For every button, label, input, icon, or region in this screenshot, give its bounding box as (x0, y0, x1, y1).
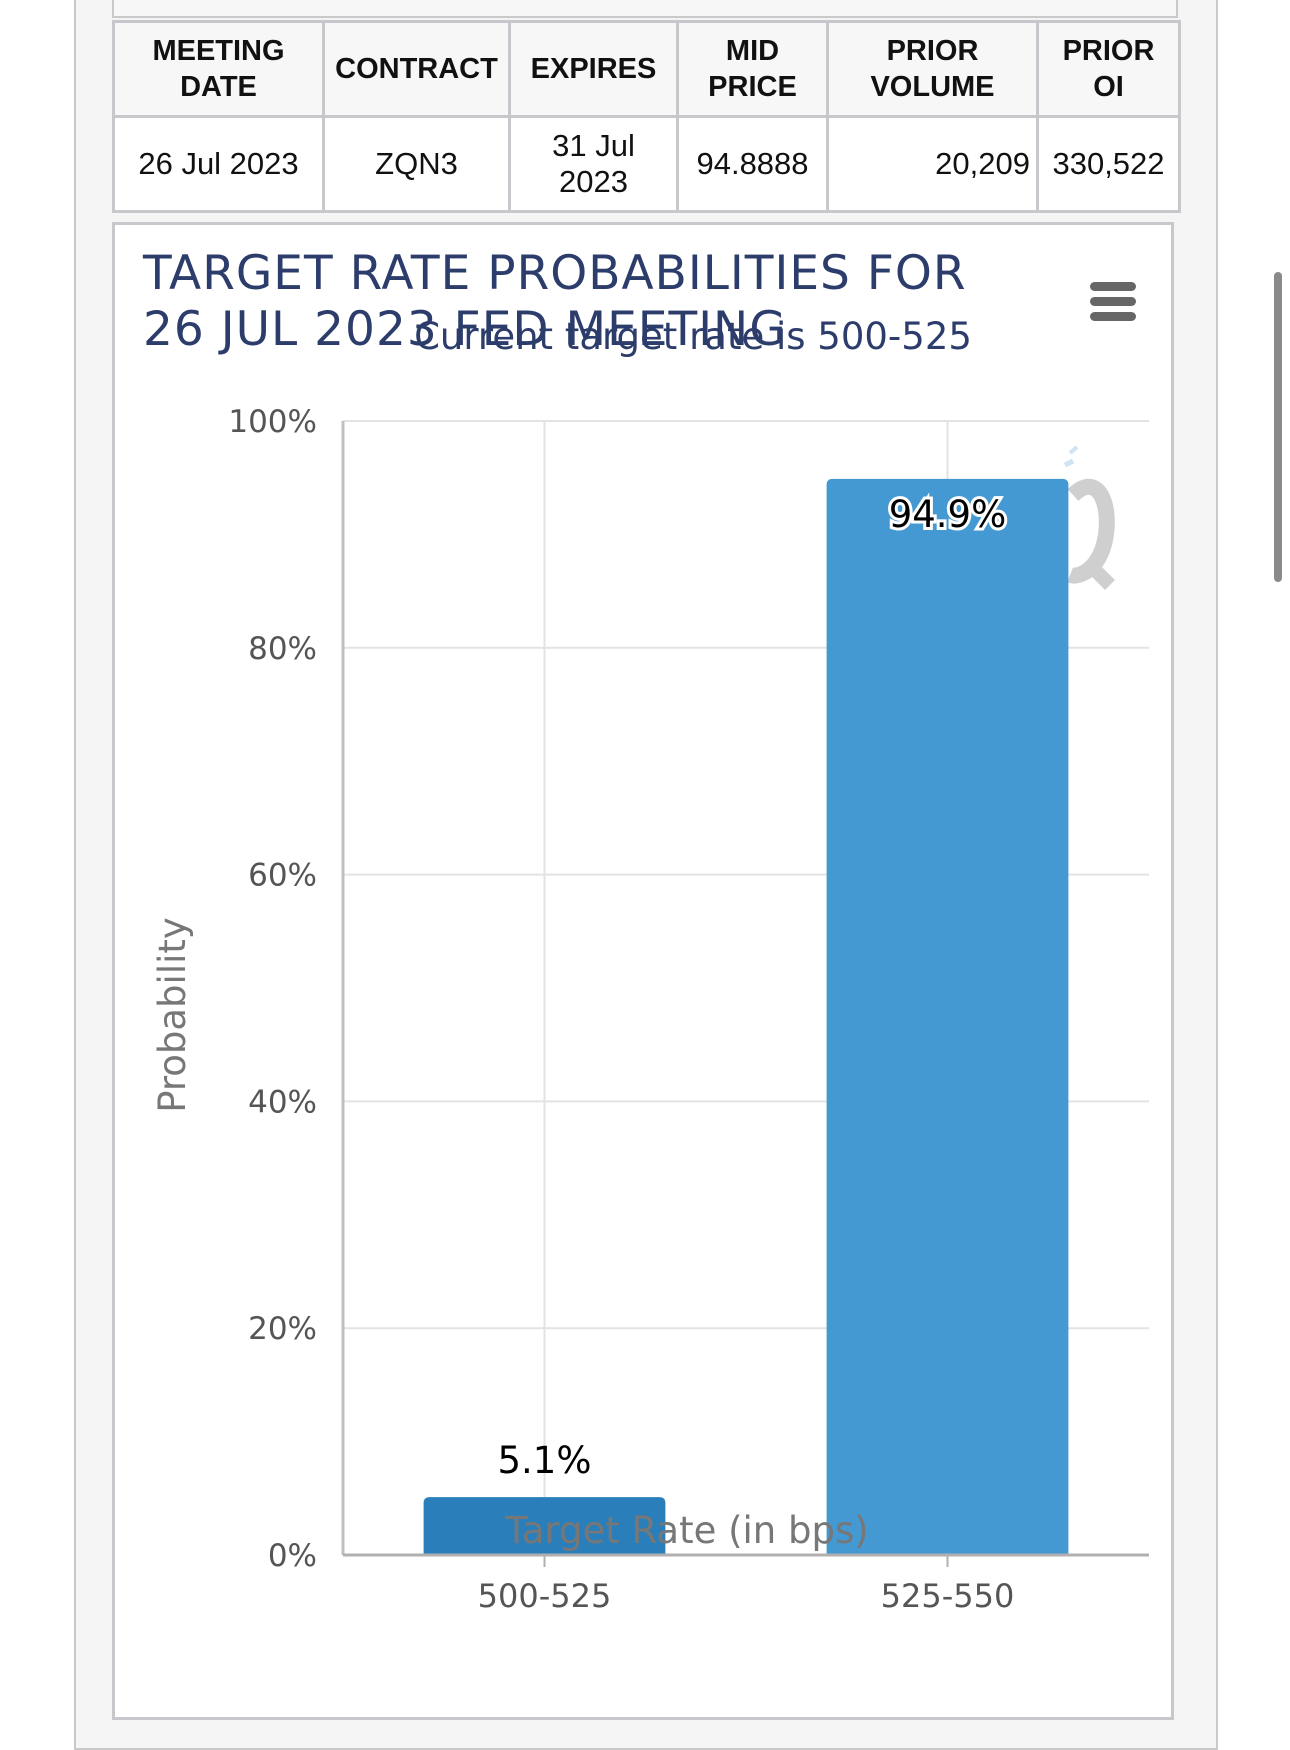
chart-panel: TARGET RATE PROBABILITIES FOR 26 JUL 202… (112, 222, 1174, 1720)
chart-axes (341, 421, 1149, 1567)
x-axis-title: Target Rate (in bps) (504, 1509, 868, 1552)
header-prior-volume: PRIOR VOLUME (826, 20, 1039, 118)
chart-title-line-1: TARGET RATE PROBABILITIES FOR (142, 246, 967, 301)
cell-contract: ZQN3 (322, 115, 511, 213)
hamburger-menu-icon[interactable] (1086, 277, 1138, 327)
header-prior-oi: PRIOR OI (1036, 20, 1181, 118)
cell-prior-volume: 20,209 (826, 115, 1039, 213)
y-tick-label: 0% (268, 1538, 317, 1574)
table-row: 26 Jul 2023 ZQN3 31 Jul 2023 94.8888 20,2… (112, 115, 1181, 213)
previous-table-edge (112, 0, 1178, 18)
header-mid-price: MID PRICE (676, 20, 829, 118)
data-label: 5.1% (498, 1439, 592, 1482)
y-axis-title: Probability (151, 917, 194, 1113)
bar-525-550[interactable] (826, 478, 1069, 1555)
scrollbar-thumb[interactable] (1274, 272, 1282, 582)
table-header-row: MEETING DATE CONTRACT EXPIRES MID PRICE PR… (112, 20, 1181, 118)
y-tick-label: 40% (248, 1084, 317, 1120)
chart-bars (423, 478, 1069, 1555)
chart-subtitle: Current target rate is 500-525 (414, 315, 972, 358)
header-expires: EXPIRES (508, 20, 679, 118)
cell-mid-price: 94.8888 (676, 115, 829, 213)
y-tick-label: 60% (248, 858, 317, 894)
watermark-logo (1063, 445, 1115, 590)
chart-title-line-2: 26 JUL 2023 FED MEETING (143, 302, 787, 357)
cell-expires: 31 Jul 2023 (508, 115, 679, 213)
probability-chart: TARGET RATE PROBABILITIES FOR 26 JUL 202… (142, 246, 1149, 1615)
header-meeting-date: MEETING DATE (112, 20, 325, 118)
x-tick-label: 500-525 (478, 1577, 612, 1615)
x-tick-label: 525-550 (881, 1577, 1015, 1615)
header-contract: CONTRACT (322, 20, 511, 118)
contract-table: MEETING DATE CONTRACT EXPIRES MID PRICE PR… (112, 20, 1181, 213)
y-tick-label: 100% (228, 404, 317, 440)
y-tick-label: 80% (248, 631, 317, 667)
bar-500-525[interactable] (423, 1497, 666, 1555)
data-label: 94.9% (889, 493, 1007, 536)
cell-meeting-date: 26 Jul 2023 (112, 115, 325, 213)
chart-labels: 0% 20% 40% 60% 80% 100% 500-525 5.1% 525-550 94.9… (228, 404, 1014, 1615)
y-tick-label: 20% (248, 1311, 317, 1347)
cell-prior-oi: 330,522 (1036, 115, 1181, 213)
